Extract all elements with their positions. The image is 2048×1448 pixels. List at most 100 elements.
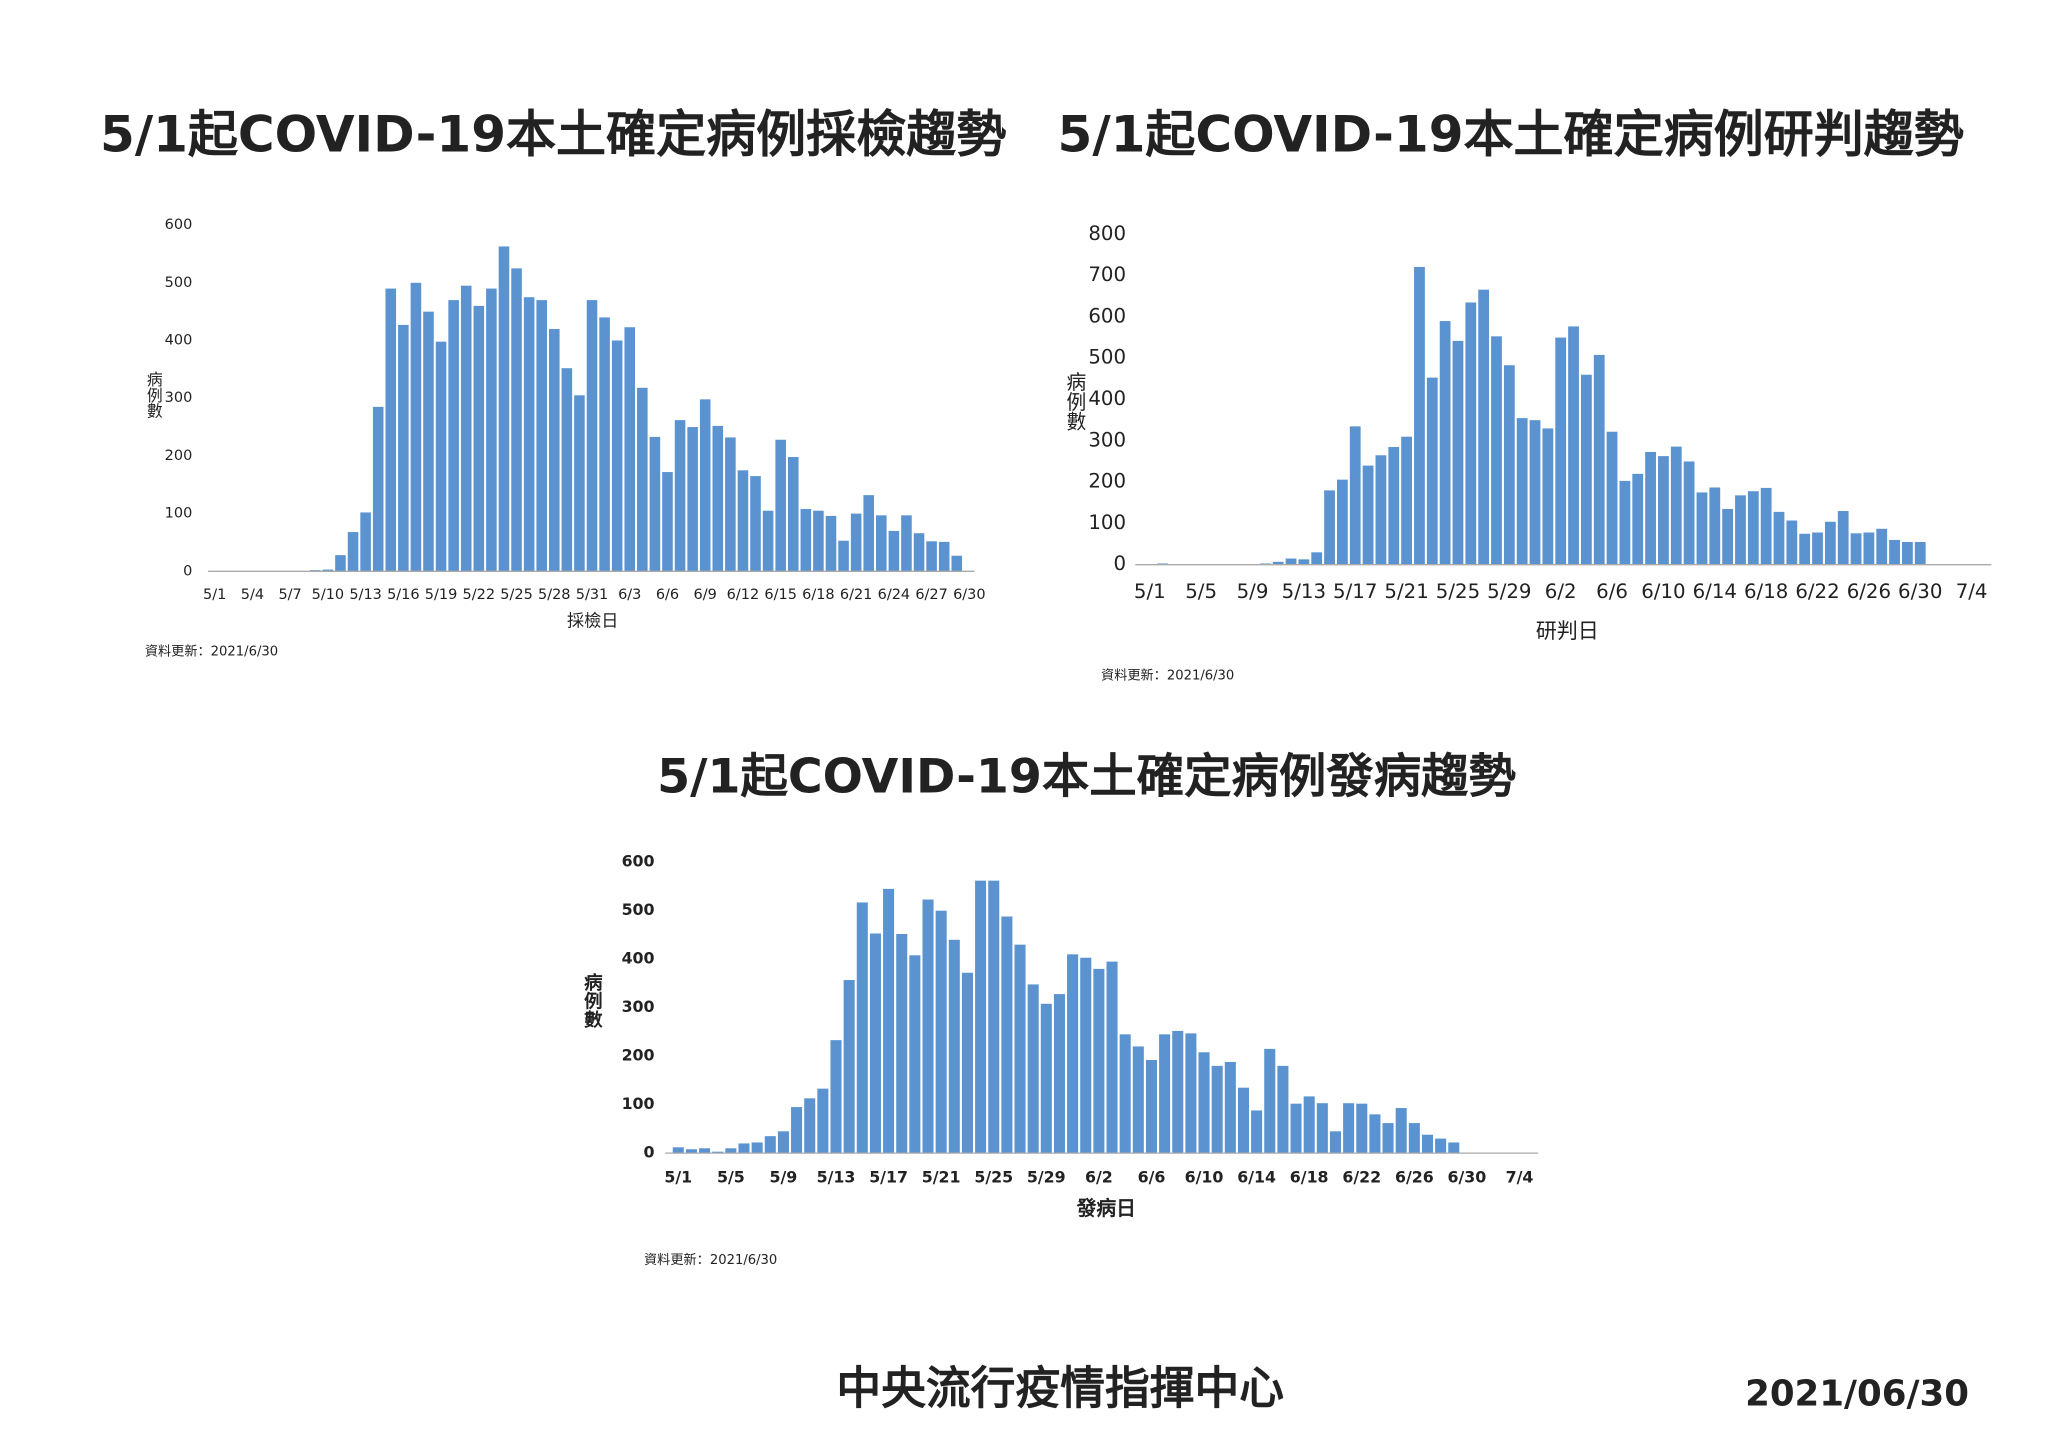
y-tick-label: 600 bbox=[622, 852, 655, 871]
bar bbox=[1439, 321, 1451, 565]
x-tick-label: 6/2 bbox=[1545, 580, 1577, 603]
y-tick-label: 800 bbox=[1088, 222, 1126, 245]
bar bbox=[662, 472, 673, 572]
bar bbox=[699, 399, 711, 572]
x-tick-label: 5/21 bbox=[922, 1167, 961, 1186]
y-axis-label: 病例數 bbox=[1063, 372, 1086, 431]
bar bbox=[1747, 491, 1759, 565]
bar bbox=[838, 540, 849, 572]
x-tick-label: 5/25 bbox=[500, 587, 533, 603]
bar bbox=[611, 340, 623, 572]
bar bbox=[1465, 302, 1477, 565]
bar bbox=[1324, 490, 1335, 565]
bar bbox=[777, 1131, 789, 1154]
bar bbox=[561, 368, 573, 572]
bar bbox=[1277, 1065, 1289, 1154]
bar bbox=[1285, 558, 1297, 565]
bar bbox=[1876, 528, 1888, 565]
bar bbox=[685, 1149, 697, 1154]
bar bbox=[1408, 1123, 1420, 1154]
bar bbox=[1435, 1138, 1447, 1154]
bar bbox=[1224, 1061, 1236, 1154]
bar bbox=[1786, 520, 1798, 565]
bar bbox=[1388, 447, 1400, 565]
bar bbox=[1185, 1033, 1197, 1154]
bar bbox=[1696, 492, 1708, 565]
x-tick-label: 5/1 bbox=[664, 1167, 692, 1186]
x-tick-label: 6/21 bbox=[840, 587, 873, 603]
x-tick-label: 5/22 bbox=[463, 587, 496, 603]
y-tick-label: 100 bbox=[1088, 511, 1126, 534]
bar bbox=[764, 1136, 776, 1154]
y-tick-label: 500 bbox=[1088, 346, 1126, 369]
bar bbox=[1568, 326, 1579, 565]
bar bbox=[1362, 465, 1374, 565]
bar bbox=[674, 420, 686, 572]
x-tick-label: 6/3 bbox=[618, 587, 641, 603]
bar bbox=[1760, 487, 1772, 565]
bar bbox=[843, 980, 855, 1154]
footer-date: 2021/06/30 bbox=[1745, 1373, 1969, 1414]
bar bbox=[1593, 354, 1605, 565]
bar bbox=[1491, 336, 1502, 565]
bar bbox=[896, 933, 908, 1154]
x-tick-label: 5/21 bbox=[1384, 580, 1428, 603]
bar bbox=[1863, 532, 1875, 565]
bar bbox=[1080, 957, 1092, 1154]
bar bbox=[687, 427, 698, 572]
x-tick-label: 5/1 bbox=[203, 587, 226, 603]
x-tick-label: 5/28 bbox=[538, 587, 571, 603]
bar bbox=[712, 1151, 724, 1154]
bar bbox=[888, 530, 900, 572]
bar bbox=[435, 341, 447, 572]
x-tick-label: 5/13 bbox=[817, 1167, 856, 1186]
bar bbox=[1343, 1103, 1355, 1154]
bar bbox=[1067, 954, 1079, 1154]
bar bbox=[473, 305, 485, 572]
x-tick-label: 6/30 bbox=[1898, 580, 1942, 603]
bar bbox=[725, 437, 736, 572]
y-tick-label: 600 bbox=[165, 217, 193, 233]
bar bbox=[1889, 539, 1900, 565]
x-tick-label: 6/12 bbox=[727, 587, 760, 603]
bar bbox=[1683, 461, 1695, 565]
x-tick-label: 6/14 bbox=[1693, 580, 1737, 603]
bar bbox=[935, 910, 947, 1154]
bar bbox=[1735, 495, 1746, 565]
x-tick-label: 7/4 bbox=[1506, 1167, 1534, 1186]
x-tick-label: 5/13 bbox=[349, 587, 382, 603]
x-tick-label: 6/30 bbox=[1448, 1167, 1487, 1186]
bar bbox=[1375, 455, 1387, 565]
bar bbox=[1452, 340, 1464, 565]
x-axis-label: 研判日 bbox=[1536, 618, 1599, 643]
bar bbox=[1632, 473, 1644, 565]
bar bbox=[1251, 1110, 1263, 1154]
bar bbox=[1172, 1030, 1184, 1154]
x-tick-label: 5/17 bbox=[1333, 580, 1377, 603]
bar bbox=[1773, 511, 1785, 565]
bar bbox=[448, 300, 459, 572]
bar bbox=[961, 972, 973, 1154]
bar bbox=[1421, 1134, 1434, 1154]
update-note: 資料更新：2021/6/30 bbox=[644, 1252, 777, 1268]
y-tick-label: 200 bbox=[165, 448, 193, 464]
bar bbox=[599, 317, 610, 572]
y-tick-label: 500 bbox=[622, 900, 655, 919]
x-tick-label: 5/25 bbox=[1436, 580, 1480, 603]
bar bbox=[951, 555, 963, 572]
bar bbox=[725, 1148, 737, 1154]
bar bbox=[536, 300, 547, 572]
x-tick-label: 6/30 bbox=[953, 587, 986, 603]
bar bbox=[322, 569, 334, 572]
bar bbox=[804, 1098, 816, 1154]
bar bbox=[1395, 1108, 1407, 1154]
bar bbox=[825, 515, 837, 572]
bar bbox=[1027, 984, 1039, 1154]
bar bbox=[1658, 456, 1669, 565]
x-tick-label: 6/18 bbox=[802, 587, 835, 603]
x-tick-label: 5/25 bbox=[974, 1167, 1013, 1186]
footer-org: 中央流行疫情指揮中心 bbox=[836, 1361, 1284, 1414]
bar bbox=[1290, 1103, 1302, 1154]
x-tick-label: 6/26 bbox=[1847, 580, 1891, 603]
bar bbox=[1145, 1060, 1157, 1154]
